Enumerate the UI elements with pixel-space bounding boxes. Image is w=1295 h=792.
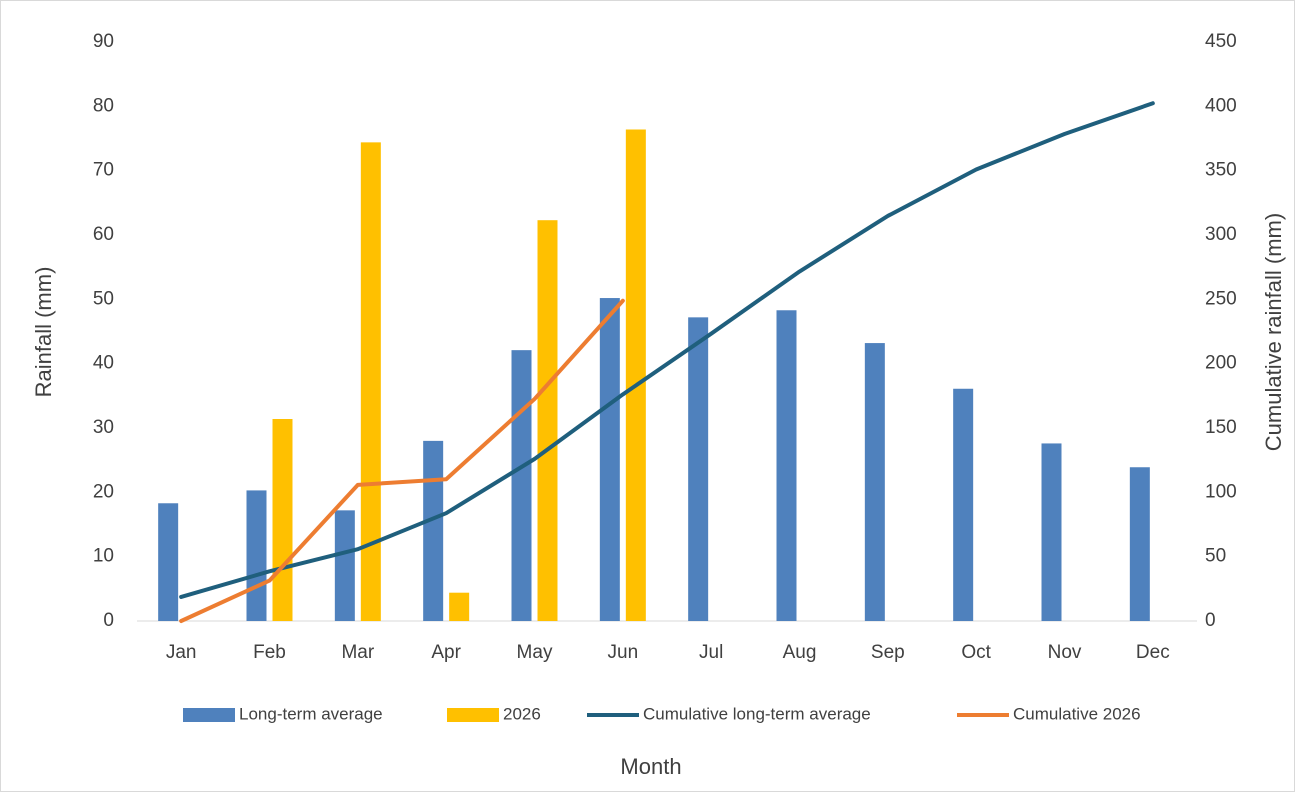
y-tick-label: 30 <box>93 417 114 438</box>
x-tick-label: Oct <box>961 642 991 663</box>
line-series <box>179 298 625 623</box>
x-tick-label: Feb <box>253 642 286 663</box>
y2-tick-label: 200 <box>1205 353 1237 374</box>
y2-tick-label: 100 <box>1205 481 1237 502</box>
bar <box>334 510 355 621</box>
x-tick-label: May <box>517 642 553 663</box>
y-tick-label: 80 <box>93 95 114 116</box>
legend-label: Cumulative long-term average <box>643 704 871 723</box>
bar <box>625 129 646 621</box>
legend-label: Long-term average <box>239 704 383 723</box>
x-axis-title: Month <box>620 754 681 779</box>
y-tick-label: 70 <box>93 160 114 181</box>
x-tick-label: Aug <box>783 642 817 663</box>
x-tick-label: Dec <box>1136 642 1170 663</box>
bar <box>1041 443 1062 621</box>
x-tick-label: Apr <box>431 642 461 663</box>
legend-swatch <box>447 708 499 722</box>
y-tick-label: 10 <box>93 546 114 567</box>
y2-tick-label: 400 <box>1205 95 1237 116</box>
y2-tick-label: 450 <box>1205 31 1237 52</box>
x-tick-label: Jul <box>699 642 723 663</box>
y-axis-title: Rainfall (mm) <box>31 267 56 398</box>
x-tick-label: Sep <box>871 642 905 663</box>
y-tick-label: 60 <box>93 224 114 245</box>
bar <box>272 418 293 621</box>
x-tick-label: Jun <box>608 642 639 663</box>
y-tick-label: 20 <box>93 481 114 502</box>
x-tick-label: Mar <box>341 642 374 663</box>
bar <box>864 343 885 621</box>
bar <box>158 503 179 621</box>
y2-tick-label: 50 <box>1205 546 1226 567</box>
bar <box>449 592 470 621</box>
line-series <box>179 101 1155 599</box>
bar <box>599 298 620 621</box>
legend-label: 2026 <box>503 704 541 723</box>
y-tick-label: 0 <box>103 610 114 631</box>
x-tick-label: Jan <box>166 642 197 663</box>
bar <box>423 440 444 621</box>
bar <box>1129 467 1150 621</box>
y-tick-label: 90 <box>93 31 114 52</box>
y2-tick-label: 0 <box>1205 610 1216 631</box>
y-tick-label: 50 <box>93 288 114 309</box>
legend-swatch <box>183 708 235 722</box>
bar <box>688 317 709 621</box>
y2-tick-label: 150 <box>1205 417 1237 438</box>
y-tick-label: 40 <box>93 353 114 374</box>
bar <box>511 350 532 621</box>
y2-tick-label: 350 <box>1205 160 1237 181</box>
bar <box>360 142 381 622</box>
bar <box>776 310 797 621</box>
bar <box>537 220 558 621</box>
y2-tick-label: 300 <box>1205 224 1237 245</box>
legend-label: Cumulative 2026 <box>1013 704 1141 723</box>
y2-tick-label: 250 <box>1205 288 1237 309</box>
bar <box>246 490 267 621</box>
x-tick-label: Nov <box>1048 642 1082 663</box>
bar <box>953 388 974 621</box>
y2-axis-title: Cumulative rainfall (mm) <box>1261 213 1286 451</box>
